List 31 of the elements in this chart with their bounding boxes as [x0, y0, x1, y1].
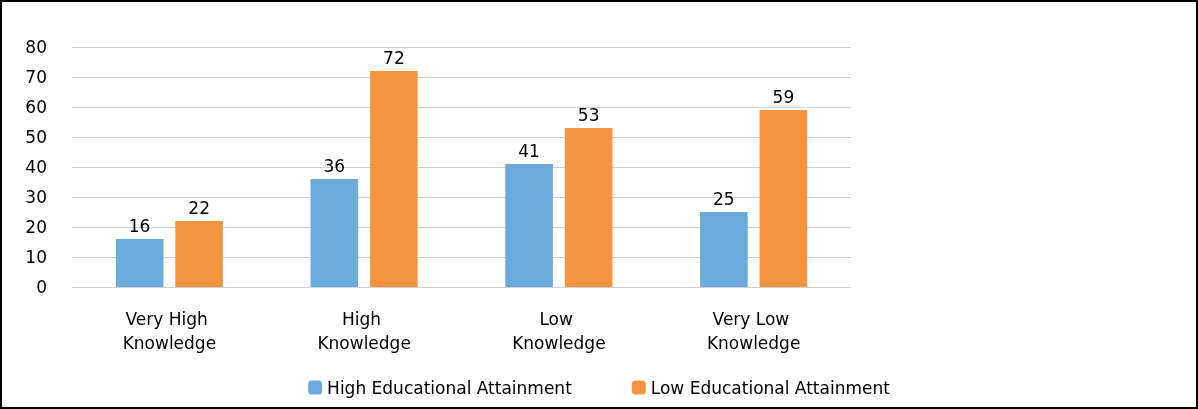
- data-label: 41: [518, 140, 540, 161]
- y-tick-label: 30: [25, 187, 47, 207]
- data-label: 22: [188, 197, 210, 218]
- bar: [700, 212, 748, 287]
- data-label: 25: [713, 188, 735, 209]
- bar: [310, 179, 359, 287]
- bar: [505, 164, 553, 287]
- data-label: 59: [772, 86, 795, 107]
- bar: [175, 221, 223, 287]
- y-tick-label: 70: [25, 67, 47, 87]
- legend-label: Low Educational Attainment: [650, 377, 891, 398]
- data-label: 53: [577, 104, 600, 125]
- data-label: 72: [383, 47, 405, 68]
- x-tick-label: High Knowledge: [317, 309, 411, 353]
- y-tick-label: 40: [25, 157, 47, 177]
- y-tick-label: 10: [25, 247, 47, 267]
- bar: [564, 128, 613, 287]
- bar: [759, 110, 808, 287]
- y-tick-label: 60: [25, 97, 47, 117]
- bar: [370, 71, 418, 287]
- x-tick-label: Very High Knowledge: [122, 309, 217, 353]
- data-label: 16: [128, 215, 151, 236]
- y-tick-label: 0: [36, 277, 47, 297]
- x-tick-label: Very Low Knowledge: [706, 309, 801, 353]
- legend-label: High Educational Attainment: [327, 377, 573, 398]
- y-tick-label: 20: [25, 217, 47, 237]
- y-tick-label: 80: [25, 37, 47, 57]
- y-tick-label: 50: [25, 127, 47, 147]
- x-tick-label: Low Knowledge: [512, 309, 606, 353]
- data-label: 36: [323, 155, 346, 176]
- bar: [115, 239, 164, 287]
